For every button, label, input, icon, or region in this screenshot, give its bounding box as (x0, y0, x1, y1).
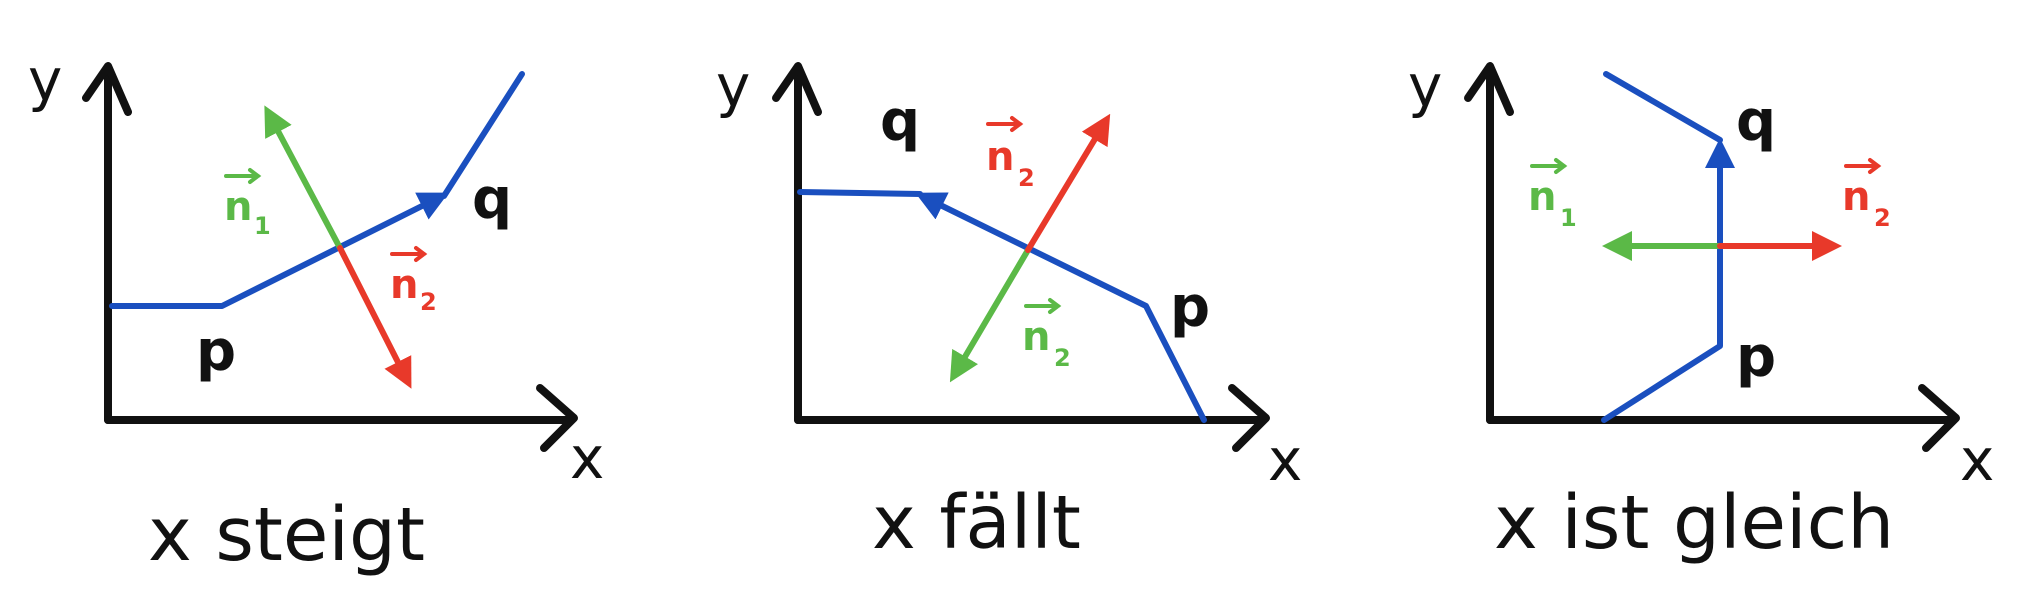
label-n2: n 2 (986, 116, 1035, 192)
point-p-label: p (1170, 275, 1210, 340)
vector-arrow-glyph (224, 168, 262, 184)
path-segment-p-to-q (109, 192, 449, 309)
caption: x steigt (148, 492, 425, 578)
label-n1: n 1 (224, 168, 271, 240)
path-segment-p-to-q (1601, 138, 1735, 423)
n1-base: n (1528, 174, 1556, 220)
axes (1464, 62, 1960, 452)
x-axis-label: x (1960, 426, 1994, 494)
panel-x-ist-gleich: y x p q n 1 n 2 x ist gleich (1408, 52, 1994, 566)
vector-arrow-glyph (1844, 158, 1882, 174)
normal-n2-arrow (337, 245, 412, 389)
n1-subscript: 1 (1560, 204, 1577, 232)
y-axis-label: y (716, 52, 750, 120)
point-q-label: q (1736, 89, 1776, 154)
n1-subscript: 1 (254, 212, 271, 240)
caption: x ist gleich (1494, 480, 1894, 566)
label-n1: n 2 (1022, 298, 1071, 372)
caption: x fällt (872, 480, 1081, 566)
point-q-label: q (472, 167, 512, 232)
label-n2: n 2 (1842, 158, 1891, 232)
x-axis-arrowhead (536, 384, 578, 452)
n1-subscript: 2 (1054, 344, 1071, 372)
point-p-label: p (1736, 325, 1776, 390)
n1-base: n (224, 184, 252, 230)
n2-subscript: 2 (1874, 204, 1891, 232)
n2-subscript: 2 (420, 288, 437, 316)
y-axis-arrowhead (772, 62, 822, 116)
path-segment-beyond-q (1603, 71, 1723, 143)
x-axis-label: x (1268, 426, 1302, 494)
n2-subscript: 2 (1018, 164, 1035, 192)
label-n2: n 2 (390, 246, 437, 316)
normal-n1-arrow (949, 247, 1031, 383)
vector-arrow-glyph (1024, 298, 1062, 314)
n2-base: n (986, 134, 1014, 180)
normal-n1-arrow (264, 105, 343, 251)
point-p-label: p (196, 319, 236, 384)
n2-base: n (390, 262, 418, 308)
n1-base: n (1022, 314, 1050, 360)
axes (772, 62, 1270, 452)
panel-x-faellt: y x p q n 2 n 2 x fällt (716, 52, 1302, 566)
blue-path (109, 71, 525, 309)
label-n1: n 1 (1528, 158, 1577, 232)
x-axis-arrowhead (1918, 384, 1960, 452)
vector-arrow-glyph (986, 116, 1024, 132)
x-axis-arrowhead (1228, 384, 1270, 452)
y-axis-label: y (1408, 52, 1442, 120)
axes (82, 62, 578, 452)
y-axis-arrowhead (82, 62, 132, 116)
path-segment-beyond-q (797, 189, 923, 197)
blue-path (797, 189, 1207, 423)
panel-x-steigt: y x p q n 1 n 2 x steigt (28, 46, 604, 578)
blue-path (1601, 71, 1735, 423)
n2-base: n (1842, 174, 1870, 220)
vector-arrow-glyph (390, 246, 428, 262)
path-segment-p-to-q (915, 192, 1207, 423)
y-axis-label: y (28, 46, 62, 114)
point-q-label: q (880, 89, 920, 154)
vector-arrow-glyph (1530, 158, 1568, 174)
y-axis-arrowhead (1464, 62, 1514, 116)
x-axis-label: x (570, 424, 604, 492)
path-segment-beyond-q (441, 71, 525, 199)
normal-n2-arrow (1025, 113, 1111, 253)
